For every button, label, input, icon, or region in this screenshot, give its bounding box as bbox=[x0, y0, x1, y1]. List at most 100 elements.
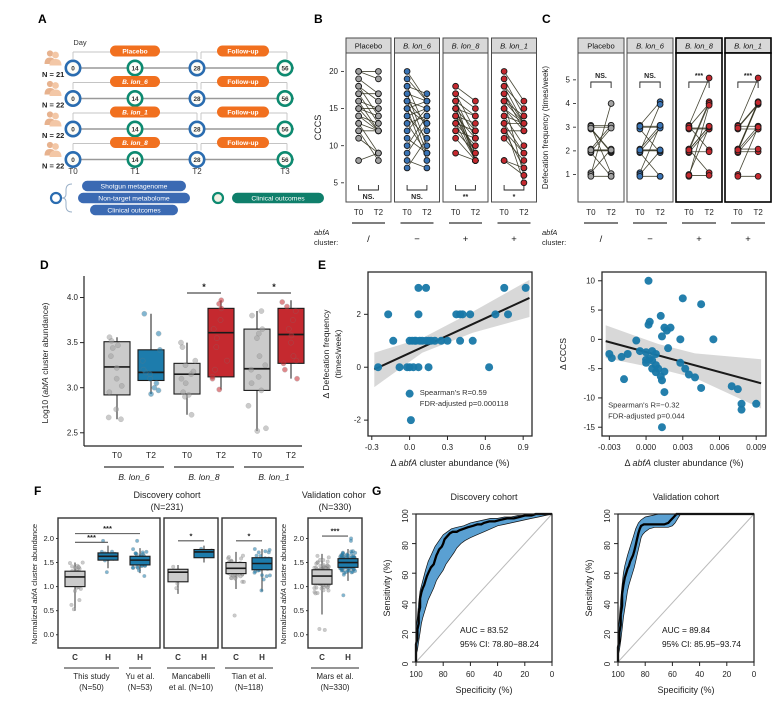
svg-text:80: 80 bbox=[401, 541, 410, 550]
svg-text:Non-target metabolome: Non-target metabolome bbox=[98, 195, 170, 202]
svg-text:NS.: NS. bbox=[644, 73, 656, 80]
svg-text:0.009: 0.009 bbox=[746, 443, 767, 452]
svg-text:Yu et al.: Yu et al. bbox=[126, 672, 155, 681]
svg-text:−: − bbox=[414, 234, 420, 245]
timepoint-circle-day56: 56 bbox=[276, 120, 294, 138]
svg-text:2.0: 2.0 bbox=[43, 534, 54, 543]
svg-text:Tian et al.: Tian et al. bbox=[232, 672, 267, 681]
svg-text:T2: T2 bbox=[753, 208, 763, 217]
svg-text:+: + bbox=[463, 234, 469, 245]
svg-text:20: 20 bbox=[401, 629, 410, 638]
jitter-points bbox=[105, 334, 125, 423]
svg-text:Sensitivity (%): Sensitivity (%) bbox=[382, 559, 392, 616]
svg-text:Δ CCCS: Δ CCCS bbox=[558, 338, 568, 370]
svg-text:AUC = 89.84: AUC = 89.84 bbox=[662, 625, 711, 635]
panel-d-label: D bbox=[40, 258, 49, 272]
svg-text:0: 0 bbox=[71, 96, 75, 103]
svg-text:80: 80 bbox=[641, 670, 650, 679]
svg-text:N = 22: N = 22 bbox=[42, 162, 64, 171]
svg-text:Defecation frequency (times/we: Defecation frequency (times/week) bbox=[541, 66, 550, 190]
timepoint-circle-day0: 0 bbox=[64, 90, 82, 108]
svg-text:15: 15 bbox=[329, 104, 338, 113]
svg-text:T0: T0 bbox=[182, 450, 192, 460]
jitter-points bbox=[279, 299, 300, 382]
participants-icon bbox=[44, 141, 62, 157]
svg-text:4.0: 4.0 bbox=[67, 293, 79, 302]
treatment-pill: B. lon_6 bbox=[110, 76, 160, 87]
svg-text:−: − bbox=[647, 234, 653, 245]
svg-text:NS.: NS. bbox=[411, 194, 423, 201]
svg-text:Validation cohort: Validation cohort bbox=[302, 490, 366, 500]
svg-text:cluster:: cluster: bbox=[314, 238, 338, 247]
svg-text:cluster:: cluster: bbox=[542, 238, 566, 247]
svg-text:80: 80 bbox=[603, 541, 612, 550]
svg-text:***: *** bbox=[87, 533, 96, 542]
facet-b-lon-8: B. lon_8 *** T0 T2 + bbox=[675, 37, 723, 245]
svg-text:1.0: 1.0 bbox=[293, 582, 304, 591]
svg-text:-2: -2 bbox=[354, 416, 362, 425]
svg-text:et al. (N=10): et al. (N=10) bbox=[169, 683, 214, 692]
timepoint-circle-day56: 56 bbox=[276, 151, 294, 169]
svg-text:Placebo: Placebo bbox=[122, 49, 147, 56]
svg-text:T0: T0 bbox=[112, 450, 122, 460]
svg-text:B. lon_6: B. lon_6 bbox=[118, 472, 149, 482]
followup-pill: Follow-up bbox=[217, 137, 269, 148]
scatter-points bbox=[374, 283, 530, 425]
svg-text:3.0: 3.0 bbox=[67, 383, 79, 392]
followup-pill: Follow-up bbox=[217, 45, 269, 57]
svg-text:/: / bbox=[367, 234, 370, 245]
scatter-defecation-vs-abfa: -0.3 0.0 0.3 0.6 0.9 -2 0 2 Δ abfA cluster abund… bbox=[321, 271, 533, 468]
svg-text:28: 28 bbox=[193, 65, 201, 72]
svg-text:T2: T2 bbox=[146, 450, 156, 460]
cccs-chart: CCCS 5 10 15 20 Placebo NS. T0 T2 / B. lon_6 NS. T0 T… bbox=[313, 37, 537, 247]
svg-text:60: 60 bbox=[466, 670, 475, 679]
svg-text:T0: T0 bbox=[402, 208, 412, 217]
svg-text:Normalized abfA cluster abunda: Normalized abfA cluster abundance bbox=[279, 524, 288, 644]
svg-text:28: 28 bbox=[193, 96, 201, 103]
svg-text:95% CI: 85.95−93.74: 95% CI: 85.95−93.74 bbox=[662, 639, 741, 649]
svg-text:Follow-up: Follow-up bbox=[227, 49, 258, 56]
box-group-0: T0 T2 B. lon_6 bbox=[103, 310, 165, 482]
svg-text:T0: T0 bbox=[354, 208, 364, 217]
svg-text:B. lon_6: B. lon_6 bbox=[403, 42, 432, 51]
svg-text:0.9: 0.9 bbox=[518, 443, 530, 452]
legend-multiomics: Shotgun metagenome Non-target metabolome C… bbox=[49, 180, 190, 216]
svg-text:*: * bbox=[272, 282, 276, 292]
svg-text:+: + bbox=[511, 234, 517, 245]
timepoint-circle-day14: 14 bbox=[126, 151, 144, 169]
svg-text:0: 0 bbox=[357, 363, 362, 372]
panel-c-label: C bbox=[542, 12, 551, 26]
svg-text:0.0: 0.0 bbox=[293, 630, 304, 639]
timepoint-circle-day14: 14 bbox=[126, 90, 144, 108]
svg-text:1.0: 1.0 bbox=[43, 582, 54, 591]
panel-a-study-design: Day N = 21 Placebo Follow-up 0 14 28 56 N = 22 B.… bbox=[36, 14, 336, 231]
svg-text:***: *** bbox=[103, 524, 112, 533]
timepoint-circle-day14: 14 bbox=[126, 120, 144, 138]
svg-text:40: 40 bbox=[401, 600, 410, 609]
panel-b-label: B bbox=[314, 12, 323, 26]
svg-text:H: H bbox=[105, 653, 111, 662]
panel-a-label: A bbox=[38, 12, 47, 26]
svg-text:(N=50): (N=50) bbox=[79, 683, 104, 692]
svg-text:T2: T2 bbox=[286, 450, 296, 460]
study-design-row: N = 22 B. lon_8 Follow-up 0 14 28 56 bbox=[42, 137, 294, 171]
svg-text:Placebo: Placebo bbox=[587, 42, 614, 51]
treatment-pill: B. lon_1 bbox=[110, 106, 160, 118]
roc-charts: Discovery cohort 100 80 60 40 20 0 0 20 40 60 80 100… bbox=[382, 492, 757, 695]
svg-text:(N=53): (N=53) bbox=[128, 683, 153, 692]
paired-dots bbox=[452, 82, 479, 164]
svg-text:*: * bbox=[202, 282, 206, 292]
svg-text:B. lon_1: B. lon_1 bbox=[258, 472, 289, 482]
svg-text:-0.003: -0.003 bbox=[598, 443, 621, 452]
svg-text:0.3: 0.3 bbox=[442, 443, 454, 452]
svg-text:56: 56 bbox=[281, 96, 289, 103]
svg-text:0.0: 0.0 bbox=[43, 630, 54, 639]
svg-text:20: 20 bbox=[603, 629, 612, 638]
svg-text:B. lon_6: B. lon_6 bbox=[122, 79, 148, 86]
svg-text:14: 14 bbox=[131, 157, 139, 164]
svg-text:0.5: 0.5 bbox=[43, 606, 54, 615]
svg-text:Δ Defecation frequency: Δ Defecation frequency bbox=[321, 309, 331, 399]
svg-text:Log10 (abfA cluster abundance): Log10 (abfA cluster abundance) bbox=[40, 302, 50, 423]
svg-text:(N=330): (N=330) bbox=[320, 683, 349, 692]
